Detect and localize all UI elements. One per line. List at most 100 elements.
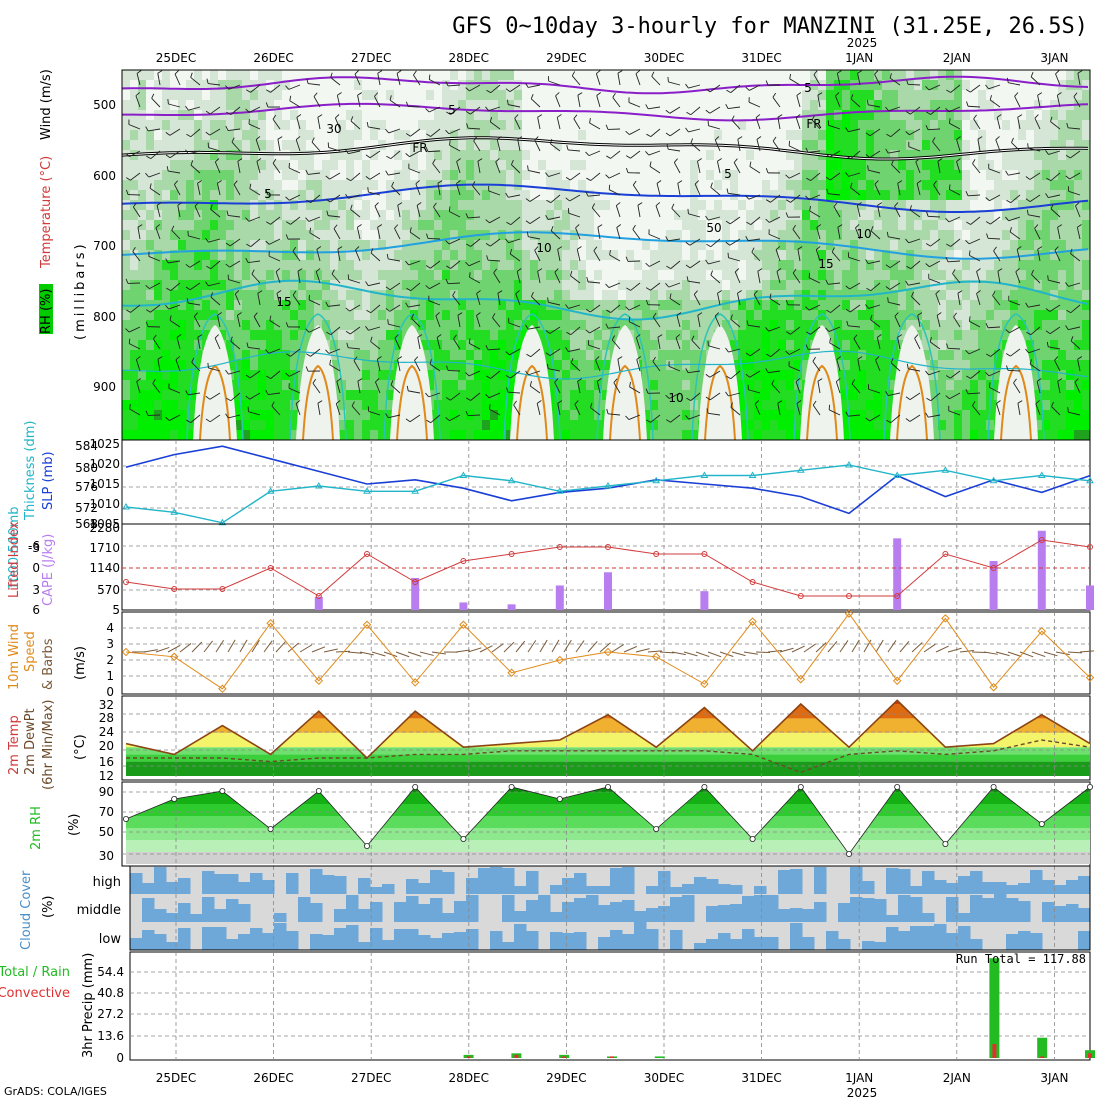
rh-cell (266, 360, 275, 371)
rh-cell (898, 80, 907, 91)
rh-cell (554, 360, 563, 371)
rh-cell (738, 150, 747, 161)
rh-cell (250, 270, 259, 281)
rh-cell (746, 290, 755, 301)
rh-cell (138, 280, 147, 291)
rh-cell (562, 390, 571, 401)
rh-cell (386, 220, 395, 231)
rh-cell (338, 120, 347, 131)
rh-cell (426, 180, 435, 191)
rh-cell (882, 190, 891, 201)
rh-cell (962, 120, 971, 131)
rh-cell (482, 220, 491, 231)
rh-cell (1066, 400, 1075, 411)
rh-cell (722, 150, 731, 161)
rh-cell (754, 390, 763, 401)
rh-cell (610, 160, 619, 171)
rh-cell (626, 280, 635, 291)
rh-cell (274, 400, 283, 411)
rh-cell (890, 300, 899, 311)
rh-cell (170, 310, 179, 321)
rh-cell (706, 210, 715, 221)
rh-cell (250, 350, 259, 361)
rh-cell (274, 140, 283, 151)
rh-cell (306, 110, 315, 121)
rh-cell (906, 110, 915, 121)
rh-cell (282, 160, 291, 171)
rh-cell (994, 180, 1003, 191)
wind-barb-flag (231, 137, 235, 143)
rh-cell (946, 330, 955, 341)
rh-cell (1026, 300, 1035, 311)
wind-barb (248, 216, 261, 222)
upper-contours (122, 75, 1089, 380)
rh-cell (682, 280, 691, 291)
date-top-2jan: 2JAN (943, 51, 971, 65)
rh-cell (1034, 170, 1043, 181)
temperature-contour-orange (516, 364, 548, 440)
rh-cell (282, 300, 291, 311)
rh-cell (810, 230, 819, 241)
rh-cell (282, 100, 291, 111)
rh-cell (490, 170, 499, 181)
rh-cell (234, 210, 243, 221)
wind-barb (329, 364, 341, 372)
rh-cell (274, 370, 283, 381)
rh-cell (594, 170, 603, 181)
rh-cell (322, 190, 331, 201)
rh-cell (1082, 230, 1090, 241)
rh-cell (610, 310, 619, 321)
rh-cell (562, 360, 571, 371)
wind-barb (148, 172, 161, 178)
rh-cell (506, 250, 515, 261)
rh-cell (650, 120, 659, 131)
rh-cell (554, 280, 563, 291)
rh-cell (298, 170, 307, 181)
rh-cell (442, 320, 451, 331)
dry-plume (890, 325, 934, 440)
rh-cell (458, 170, 467, 181)
rh-cell (474, 240, 483, 251)
wind-barb (168, 170, 181, 174)
rh-cell (722, 130, 731, 141)
rh-cell (258, 210, 267, 221)
rh-cell (786, 250, 795, 261)
rh-cell (482, 260, 491, 271)
rh-cell (266, 400, 275, 411)
rh-cell (874, 280, 883, 291)
rh-cell (1058, 360, 1067, 371)
rh-cell (602, 130, 611, 141)
rh-cell (218, 70, 227, 81)
wind-barb-flag (136, 70, 142, 74)
rh-cell (482, 270, 491, 281)
rh-cell (178, 240, 187, 251)
wind-barb-flag (316, 246, 322, 250)
rh-cell (618, 300, 627, 311)
rh-cell (242, 380, 251, 391)
rh-cell (906, 290, 915, 301)
rh-cell (690, 90, 699, 101)
rh-cell (794, 220, 803, 231)
rh-cell (354, 130, 363, 141)
rh-cell (570, 110, 579, 121)
rh-cell (954, 160, 963, 171)
rh-cell (490, 430, 499, 440)
rh-cell (546, 200, 555, 211)
rh-cell (618, 260, 627, 271)
rh-cell (722, 240, 731, 251)
wind-barb-flag (350, 116, 354, 122)
rh-cell (890, 230, 899, 241)
temperature-contour-cyan (987, 313, 1045, 440)
rh-cell (450, 410, 459, 421)
rh-cell (1002, 80, 1011, 91)
rh-cell (554, 100, 563, 111)
rh-cell (914, 70, 923, 81)
rh-cell (170, 370, 179, 381)
rh-cell (394, 270, 403, 281)
rh-cell (458, 340, 467, 351)
wind-barb (328, 348, 341, 354)
rh-cell (234, 240, 243, 251)
rh-cell (762, 140, 771, 151)
rh-cell (794, 410, 803, 421)
wind-barb (170, 282, 181, 292)
